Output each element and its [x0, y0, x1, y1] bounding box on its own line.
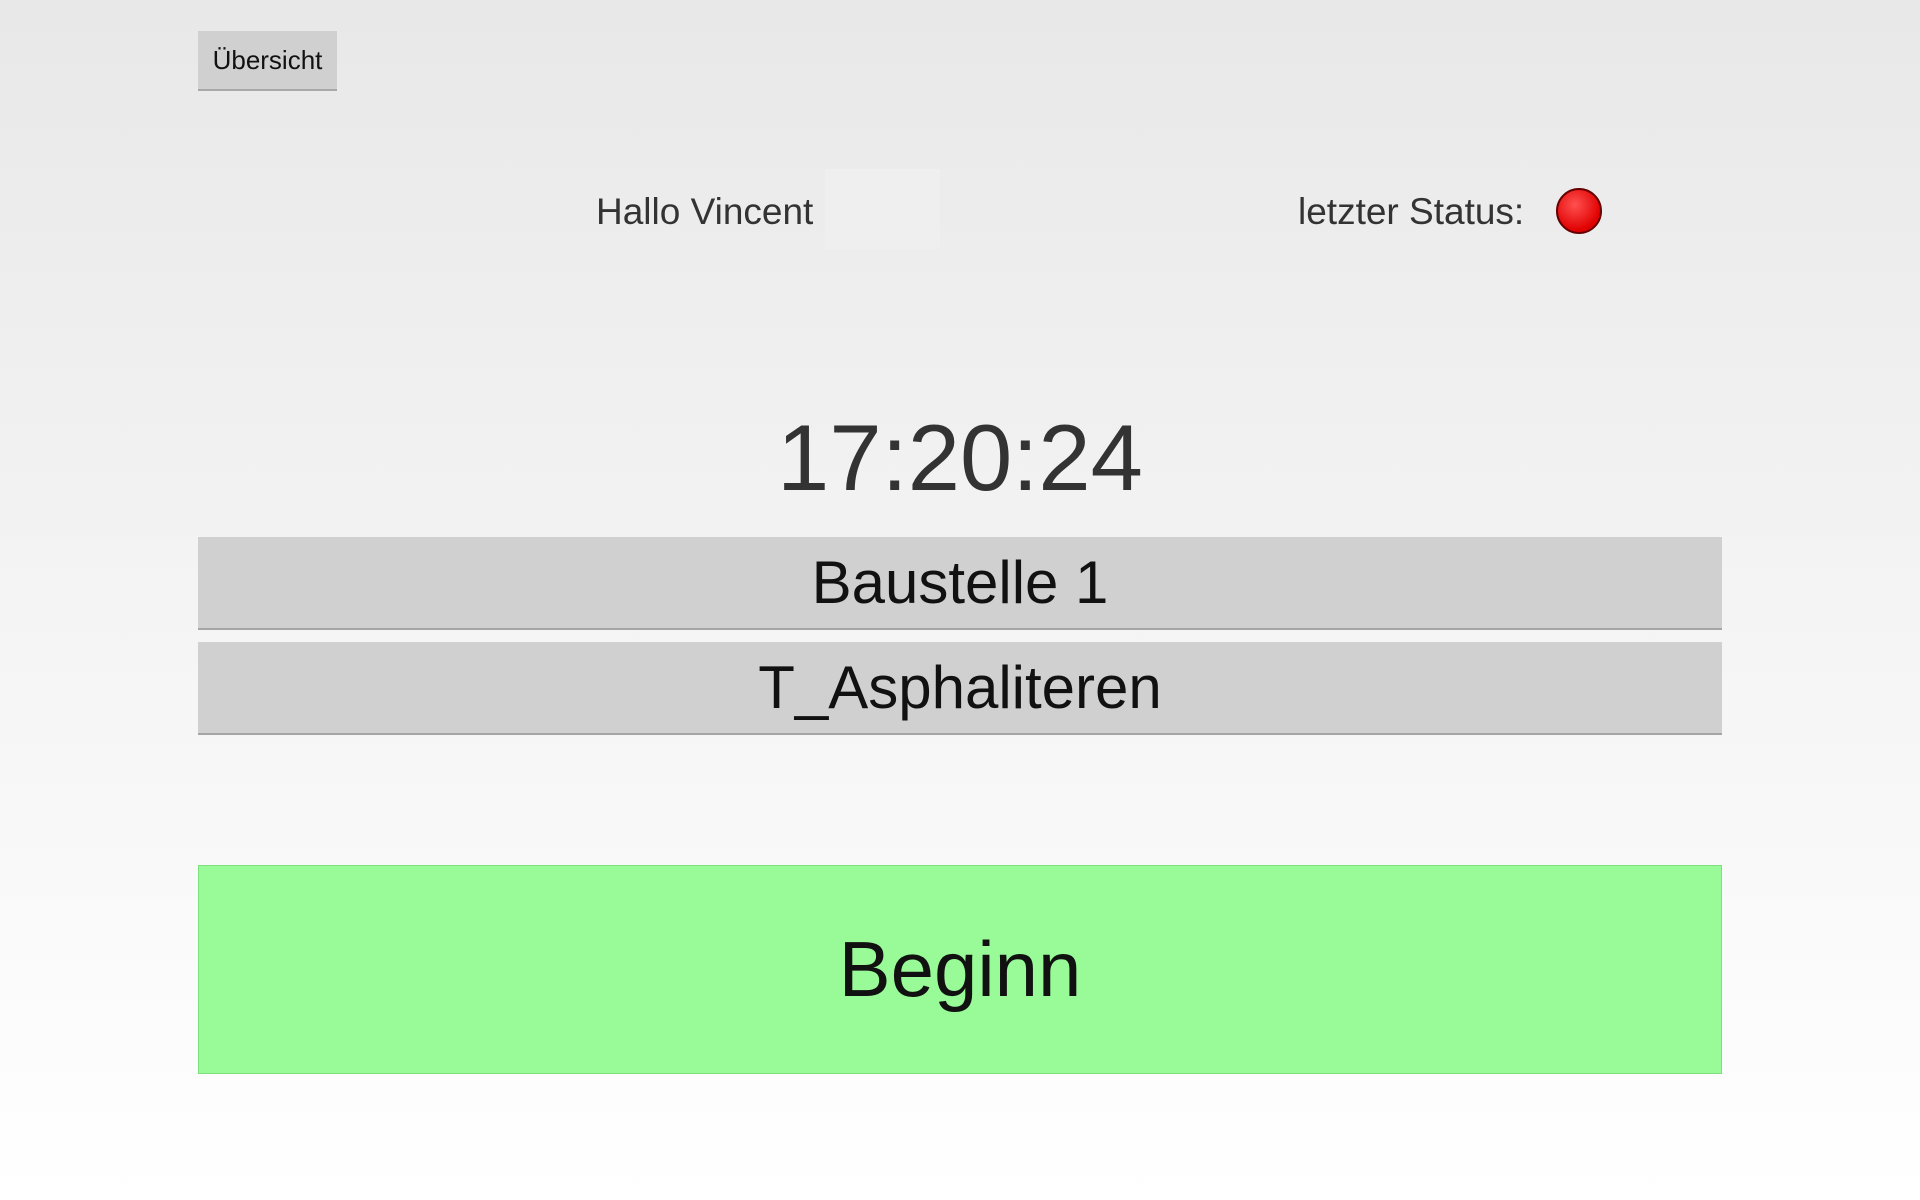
last-status-label: letzter Status:: [1298, 191, 1525, 232]
begin-button[interactable]: Beginn: [198, 865, 1722, 1074]
greeting-text: Hallo Vincent: [596, 191, 814, 232]
user-name-box: [825, 169, 940, 249]
clock-display: 17:20:24: [777, 405, 1143, 510]
overview-button[interactable]: Übersicht: [198, 31, 337, 91]
status-indicator-icon: [1556, 188, 1602, 234]
task-selector[interactable]: T_Asphaliteren: [198, 642, 1722, 735]
site-selector[interactable]: Baustelle 1: [198, 537, 1722, 630]
